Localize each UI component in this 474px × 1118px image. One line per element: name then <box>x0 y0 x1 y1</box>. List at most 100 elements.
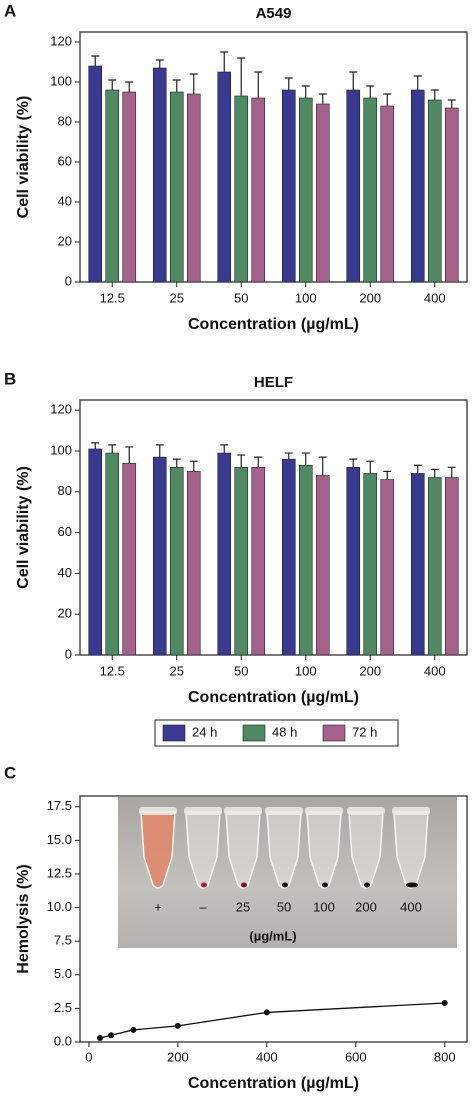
error-bar <box>447 466 456 478</box>
bar <box>186 93 201 283</box>
error-bar <box>301 452 310 466</box>
legend-swatch <box>162 724 186 742</box>
tube <box>185 811 221 889</box>
bar <box>251 467 266 656</box>
bar <box>363 473 378 656</box>
point <box>97 1034 104 1041</box>
pellet <box>201 882 207 888</box>
point <box>441 1000 448 1007</box>
x-tick-label: 400 <box>256 1049 278 1064</box>
tube-cap <box>305 807 343 815</box>
error-bar <box>284 77 293 90</box>
error-bar <box>430 89 439 100</box>
bar <box>88 448 103 656</box>
bar <box>410 473 425 656</box>
bar <box>105 89 120 283</box>
point <box>130 1026 137 1033</box>
pellet <box>241 882 247 888</box>
error-bar <box>237 57 246 96</box>
legend-label: 24 h <box>192 724 217 739</box>
error-bar <box>413 464 422 474</box>
bar <box>152 456 167 656</box>
tube <box>225 811 261 889</box>
inset-photo: + – 25 50 100 200 400 (µg/mL) <box>118 797 457 948</box>
y-tick-label: 0 <box>65 646 72 661</box>
point <box>108 1032 115 1039</box>
y-axis-title: Cell viability (%) <box>15 96 32 219</box>
bar <box>298 464 313 656</box>
chart-title: HELF <box>254 374 293 391</box>
tube <box>266 811 302 889</box>
error-bar <box>254 456 263 468</box>
pellet <box>322 882 328 888</box>
plot-frame <box>79 31 468 283</box>
error-bar <box>172 79 181 92</box>
bar <box>186 471 201 656</box>
y-tick-label: 15.0 <box>47 832 72 847</box>
error-bar <box>318 93 327 104</box>
tube-cap <box>224 807 262 815</box>
inset-unit: (µg/mL) <box>249 928 296 943</box>
tube-cap <box>139 807 177 815</box>
bar <box>169 91 184 283</box>
x-tick-label: 12.5 <box>100 290 125 305</box>
bar <box>217 71 232 283</box>
inset-label: 400 <box>400 899 422 914</box>
y-tick-label: 80 <box>58 113 72 128</box>
legend-swatch <box>322 724 346 742</box>
y-tick-label: 80 <box>58 483 72 498</box>
x-tick-label: 100 <box>295 663 317 678</box>
tube <box>306 811 342 889</box>
error-bar <box>413 75 422 90</box>
error-bar <box>349 71 358 90</box>
error-bar <box>284 452 293 460</box>
bar <box>281 89 296 283</box>
error-bar <box>220 51 229 72</box>
panel-label: C <box>4 763 16 782</box>
error-bar <box>383 470 392 480</box>
inset-label: + <box>154 899 162 914</box>
error-bar <box>172 458 181 468</box>
point <box>174 1022 181 1029</box>
panel-label: B <box>4 369 16 388</box>
bar <box>380 105 395 283</box>
error-bar <box>155 444 164 458</box>
error-bar <box>189 460 198 472</box>
x-axis-title: Concentration (µg/mL) <box>188 689 359 706</box>
y-tick-label: 60 <box>58 524 72 539</box>
y-tick-label: 20 <box>58 606 72 621</box>
error-bar <box>189 73 198 94</box>
y-tick-label: 40 <box>58 565 72 580</box>
x-tick-label: 50 <box>234 663 248 678</box>
bar <box>410 89 425 283</box>
inset-label: – <box>199 899 207 914</box>
x-axis-title: Concentration (µg/mL) <box>188 316 359 333</box>
error-bar <box>318 456 327 476</box>
bar <box>122 462 137 656</box>
x-tick-label: 12.5 <box>100 663 125 678</box>
panel-label: A <box>4 1 16 20</box>
bar <box>444 107 459 283</box>
x-tick-label: 25 <box>170 663 184 678</box>
error-bar <box>125 446 134 464</box>
y-tick-label: 20 <box>58 233 72 248</box>
point <box>263 1009 270 1016</box>
error-bar <box>430 468 439 478</box>
y-tick-label: 0.0 <box>54 1033 72 1048</box>
bar <box>315 475 330 656</box>
y-tick-label: 17.5 <box>47 798 72 813</box>
error-bar <box>447 99 456 108</box>
y-tick-label: 5.0 <box>54 966 72 981</box>
bar <box>88 65 103 283</box>
bar <box>427 99 442 283</box>
plot-frame <box>79 399 468 656</box>
y-tick-label: 40 <box>58 193 72 208</box>
x-tick-label: 50 <box>234 290 248 305</box>
bar <box>363 97 378 283</box>
bar <box>251 97 266 283</box>
y-axis-title: Hemolysis (%) <box>15 864 32 973</box>
y-axis-title: Cell viability (%) <box>15 466 32 589</box>
y-tick-label: 120 <box>50 402 72 417</box>
line <box>99 1002 445 1039</box>
x-tick-label: 800 <box>434 1049 456 1064</box>
